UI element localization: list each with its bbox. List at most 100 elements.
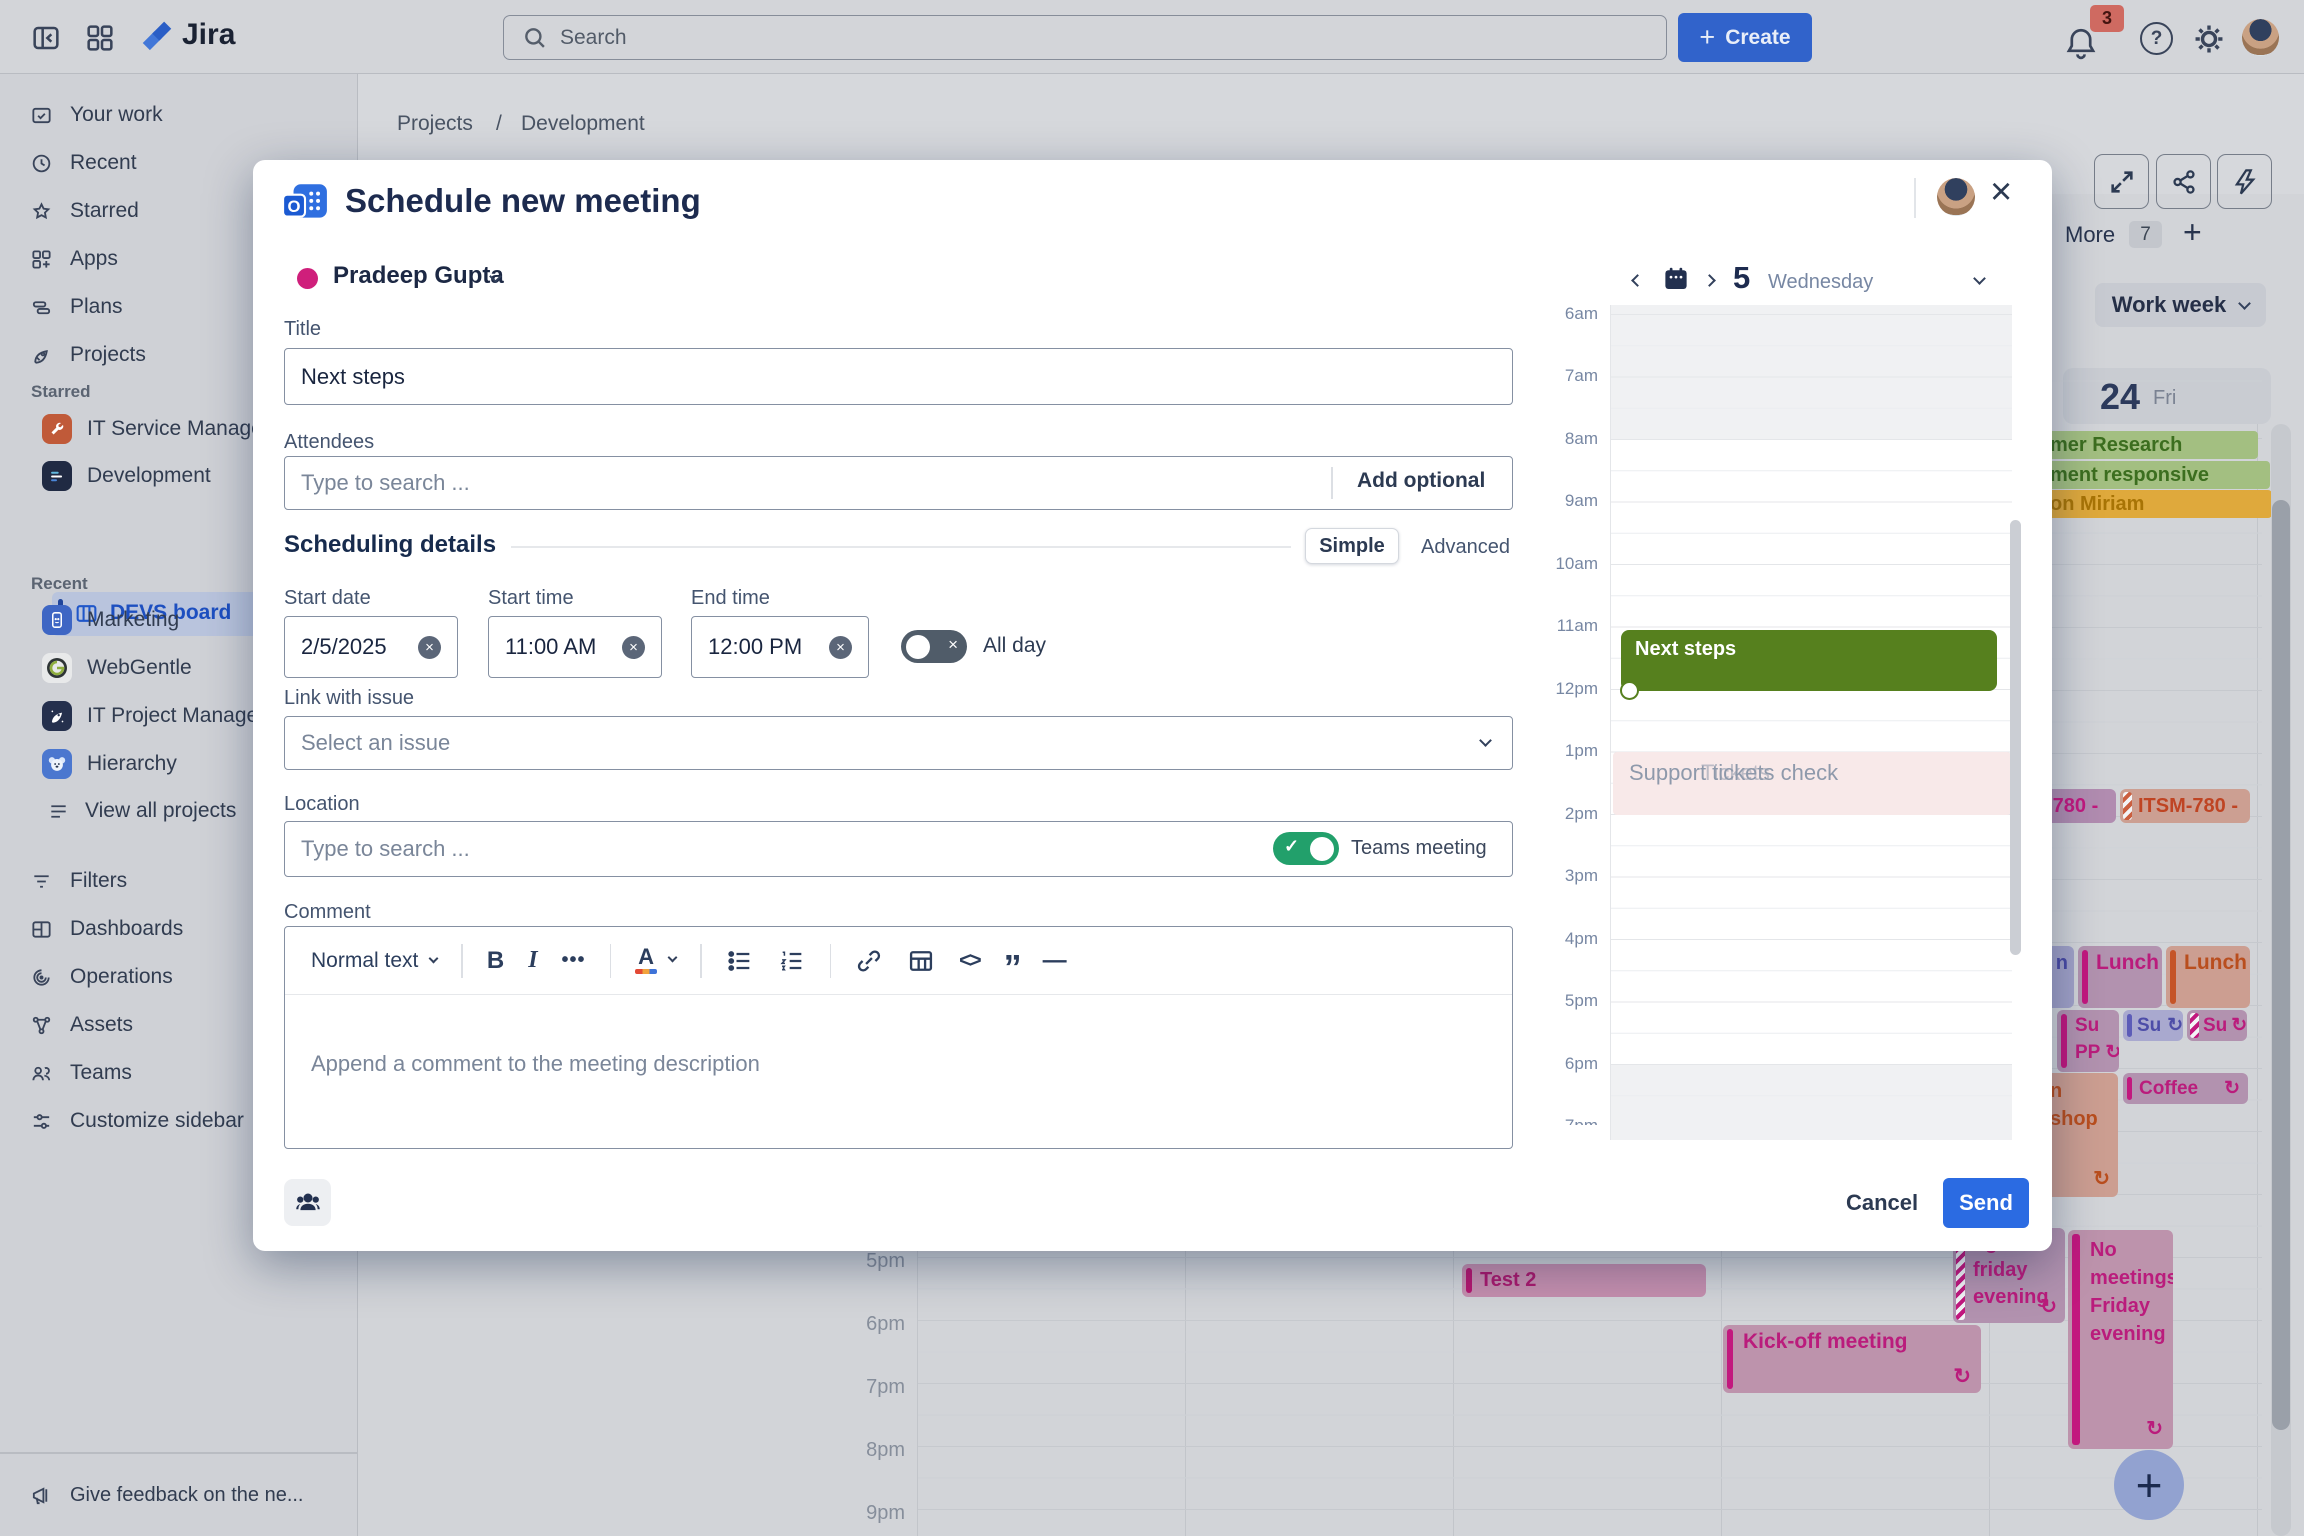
add-column-icon[interactable]: +: [2183, 214, 2202, 250]
minical-scrollbar[interactable]: [2010, 520, 2021, 955]
search-input[interactable]: Search: [503, 15, 1667, 60]
sidebar-item-apps[interactable]: Apps: [0, 237, 358, 281]
event-lunch-1[interactable]: Lunch: [2078, 946, 2162, 1008]
sidebar-item-webgentle[interactable]: WebGentle: [0, 645, 358, 691]
more-label[interactable]: More: [2065, 222, 2116, 247]
event-responsive-design[interactable]: ment responsive design: [2040, 461, 2270, 489]
attendees-input-field[interactable]: [301, 470, 1496, 496]
start-date-input[interactable]: ×: [284, 616, 458, 678]
sidebar-item-customize[interactable]: Customize sidebar: [0, 1099, 358, 1143]
advanced-tab[interactable]: Advanced: [1421, 536, 1510, 558]
sidebar-item-it-project-management[interactable]: IT Project Manage: [0, 693, 358, 739]
minical-collapse-icon[interactable]: [1973, 272, 1986, 285]
close-icon[interactable]: ×: [1990, 171, 2013, 213]
collapse-sidebar-icon[interactable]: [30, 22, 62, 54]
event-su-3[interactable]: Su ↻: [2187, 1010, 2247, 1041]
all-day-toggle[interactable]: ×: [901, 630, 967, 663]
jira-logo-icon[interactable]: [138, 18, 176, 56]
sidebar-item-assets[interactable]: Assets: [0, 1003, 358, 1047]
fullscreen-button[interactable]: [2094, 154, 2149, 209]
sidebar-item-marketing[interactable]: Marketing: [0, 597, 358, 643]
sidebar-item-teams[interactable]: Teams: [0, 1051, 358, 1095]
issue-select[interactable]: Select an issue: [284, 716, 1513, 770]
organizer-avatar[interactable]: [1937, 178, 1975, 216]
text-color-button[interactable]: A: [635, 946, 658, 974]
settings-gear-icon[interactable]: [2192, 22, 2226, 56]
sidebar-item-filters[interactable]: Filters: [0, 859, 358, 903]
text-style-dropdown[interactable]: Normal text: [311, 949, 439, 973]
minical-grid[interactable]: Next steps Support tickets check Tickets: [1610, 305, 2012, 1140]
title-input[interactable]: [284, 348, 1513, 405]
start-time-input[interactable]: ×: [488, 616, 662, 678]
breadcrumb-projects[interactable]: Projects: [397, 112, 473, 135]
view-switcher-work-week[interactable]: Work week: [2095, 283, 2266, 327]
floating-add-button[interactable]: +: [2114, 1450, 2184, 1520]
minical-next-icon[interactable]: [1703, 274, 1716, 287]
italic-button[interactable]: I: [528, 947, 538, 973]
event-shop[interactable]: n shop ↻: [2040, 1073, 2118, 1197]
teams-meeting-toggle[interactable]: ✓: [1273, 832, 1339, 865]
sidebar-item-development[interactable]: Development: [0, 453, 358, 499]
sidebar-item-hierarchy[interactable]: Hierarchy: [0, 741, 358, 787]
simple-tab[interactable]: Simple: [1305, 528, 1399, 564]
more-formatting-icon[interactable]: •••: [561, 949, 586, 971]
notifications-bell-icon[interactable]: [2064, 26, 2098, 60]
clear-end-time-icon[interactable]: ×: [829, 635, 852, 659]
comment-editor[interactable]: Normal text B I ••• A <> ” — Append a co…: [284, 926, 1513, 1149]
event-kickoff-meeting[interactable]: Kick-off meeting ↻: [1723, 1325, 1981, 1393]
table-button[interactable]: [907, 947, 935, 975]
app-switcher-icon[interactable]: [84, 22, 116, 54]
share-button[interactable]: [2156, 154, 2211, 209]
clear-start-time-icon[interactable]: ×: [622, 635, 645, 659]
clear-date-icon[interactable]: ×: [418, 635, 441, 659]
event-su-2[interactable]: Su ↻: [2123, 1010, 2183, 1041]
sidebar-item-projects[interactable]: Projects: [0, 333, 358, 377]
send-button[interactable]: Send: [1943, 1178, 2029, 1228]
numbered-list-button[interactable]: [778, 947, 806, 975]
start-time-field[interactable]: [505, 634, 614, 660]
event-on-miriam[interactable]: on Miriam: [2040, 490, 2272, 518]
event-coffee[interactable]: Coffee ↻: [2123, 1073, 2248, 1104]
end-time-input[interactable]: ×: [691, 616, 869, 678]
add-optional-button[interactable]: Add optional: [1357, 469, 1486, 492]
code-button[interactable]: <>: [959, 948, 981, 972]
main-scrollbar-thumb[interactable]: [2272, 500, 2290, 1430]
bullet-list-button[interactable]: [726, 947, 754, 975]
sidebar-item-starred[interactable]: Starred: [0, 189, 358, 233]
color-chevron-icon[interactable]: [667, 952, 678, 963]
sidebar-item-dashboards[interactable]: Dashboards: [0, 907, 358, 951]
link-button[interactable]: [855, 947, 883, 975]
breadcrumb-current[interactable]: Development: [521, 112, 645, 135]
divider-button[interactable]: —: [1042, 946, 1067, 974]
minical-calendar-icon[interactable]: [1661, 264, 1691, 294]
end-time-field[interactable]: [708, 634, 821, 660]
sidebar-item-view-all-projects[interactable]: View all projects: [0, 788, 358, 834]
sidebar-item-plans[interactable]: Plans: [0, 285, 358, 329]
sidebar-item-operations[interactable]: Operations: [0, 955, 358, 999]
organizer-name[interactable]: Pradeep Gupta: [333, 262, 504, 289]
event-no-meetings-friday-2[interactable]: No meetings Friday evening ↻: [2068, 1230, 2173, 1449]
meeting-options-button[interactable]: [284, 1179, 331, 1226]
event-customer-research[interactable]: mer Research: [2040, 431, 2258, 459]
title-input-field[interactable]: [301, 363, 1496, 390]
sidebar-item-recent[interactable]: Recent: [0, 141, 358, 185]
automation-button[interactable]: [2217, 154, 2272, 209]
event-itsm-780[interactable]: ITSM-780 -: [2120, 789, 2250, 823]
help-icon[interactable]: ?: [2140, 22, 2173, 55]
event-lunch-2[interactable]: Lunch: [2166, 946, 2250, 1008]
start-date-field[interactable]: [301, 634, 410, 660]
quote-button[interactable]: ”: [1003, 946, 1022, 988]
create-button[interactable]: + Create: [1678, 13, 1812, 62]
minical-prev-icon[interactable]: [1631, 274, 1644, 287]
sidebar-item-your-work[interactable]: Your work: [0, 93, 358, 137]
sidebar-item-it-service-management[interactable]: IT Service Manage: [0, 406, 358, 452]
minical-event-resize-handle[interactable]: [1622, 683, 1637, 698]
attendees-input[interactable]: Add optional: [284, 456, 1513, 510]
cancel-button-label[interactable]: Cancel: [1846, 1190, 1919, 1215]
event-test-2[interactable]: Test 2: [1462, 1264, 1706, 1297]
sidebar-feedback-link[interactable]: Give feedback on the ne...: [0, 1473, 358, 1517]
event-su-pp[interactable]: Su PP ↻: [2057, 1010, 2119, 1072]
user-avatar[interactable]: [2242, 19, 2279, 56]
minical-event-next-steps[interactable]: Next steps: [1621, 630, 1997, 691]
event-780[interactable]: -780 -: [2040, 789, 2116, 823]
